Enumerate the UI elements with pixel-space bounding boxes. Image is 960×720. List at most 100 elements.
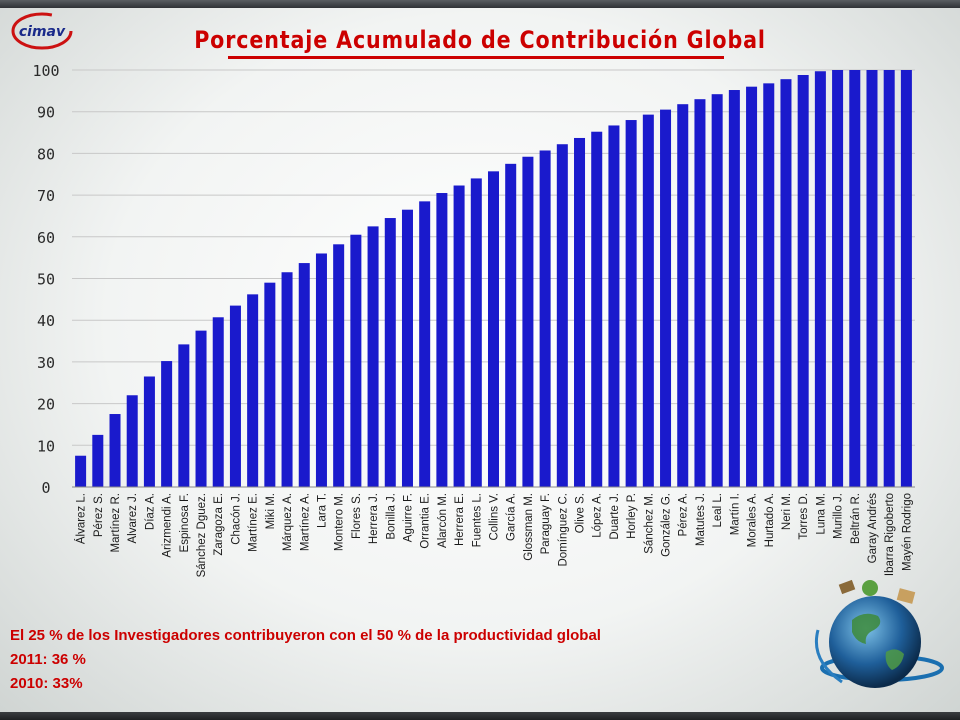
y-tick-label: 40 (37, 312, 55, 330)
x-tick-label: Herrera E. (454, 493, 466, 546)
bar (746, 86, 758, 488)
bar (866, 70, 878, 487)
y-tick-label: 20 (37, 396, 55, 414)
x-tick-label: Flores S. (351, 493, 363, 539)
x-tick-label: González G. (661, 493, 673, 557)
x-tick-label: Martínez A. (299, 493, 311, 551)
bar (178, 344, 190, 487)
bar (143, 376, 155, 487)
bar (487, 171, 500, 487)
bar (333, 244, 345, 487)
x-tick-label: Sánchez Dguez. (196, 493, 208, 577)
x-tick-label: Álvarez L. (75, 493, 88, 544)
y-axis-ticks: 0 10 20 30 40 50 60 70 80 90 100 (32, 62, 59, 497)
x-tick-label: Sánchez M. (643, 493, 655, 554)
x-tick-label: Morales A. (747, 493, 759, 547)
bar (350, 234, 362, 487)
x-tick-label: Horley P. (626, 493, 638, 539)
x-tick-label: Duarte J. (609, 493, 621, 540)
x-tick-label: García A. (506, 493, 518, 541)
x-tick-label: Alvarez J. (127, 493, 139, 544)
bar (419, 201, 431, 488)
bar (109, 414, 121, 487)
x-tick-label: Espinosa F. (179, 493, 191, 552)
x-tick-label: Glossman M. (523, 493, 535, 561)
bar (642, 114, 654, 487)
bar (264, 282, 276, 487)
x-tick-label: Orrantia E. (420, 493, 432, 549)
y-tick-label: 60 (37, 229, 55, 247)
x-tick-label: Ibarra Rigoberto (884, 493, 896, 576)
y-tick-label: 100 (32, 62, 59, 80)
top-bar (0, 0, 960, 8)
x-tick-label: Miki M. (265, 493, 277, 529)
bar (660, 109, 672, 488)
bar (436, 193, 448, 487)
x-tick-label: Mayén Rodrigo (901, 493, 913, 571)
bottom-bar (0, 712, 960, 720)
x-tick-label: Neri M. (781, 493, 793, 530)
y-tick-label: 90 (37, 104, 55, 122)
x-tick-label: Hurtado A. (764, 493, 776, 547)
x-tick-label: Garay Andrés (867, 493, 879, 564)
bar (247, 294, 259, 487)
bar (470, 178, 482, 488)
bar (625, 120, 637, 487)
y-tick-label: 50 (37, 271, 55, 289)
title-underline (228, 56, 724, 59)
note-2011: 2011: 36 % (10, 651, 86, 668)
bar (711, 94, 723, 487)
x-tick-label: Paraguay F. (540, 493, 552, 554)
bar (591, 131, 603, 487)
x-tick-label: Pérez A. (678, 493, 690, 536)
note-2010: 2010: 33% (10, 675, 83, 692)
bar (814, 71, 826, 487)
bars (75, 70, 912, 488)
x-tick-label: Chacón J. (230, 493, 242, 545)
bar (384, 218, 396, 487)
bar (556, 144, 568, 487)
note-summary: El 25 % de los Investigadores contribuye… (10, 627, 601, 644)
x-tick-label: Domínguez C. (557, 493, 569, 567)
x-tick-label: Alarcón M. (437, 493, 449, 548)
x-tick-label: Martínez R. (110, 493, 122, 552)
bar (401, 209, 413, 487)
x-axis-labels: Álvarez L. Pérez S. Martínez R. Alvarez J. D… (75, 493, 914, 578)
bar (315, 253, 327, 487)
y-tick-label: 30 (37, 354, 55, 372)
x-tick-label: Luna M. (815, 493, 827, 535)
bar (832, 70, 844, 487)
bar (574, 137, 586, 487)
x-tick-label: Leal L. (712, 493, 724, 528)
cimav-logo: cimav (11, 12, 73, 50)
x-tick-label: Díaz A. (144, 493, 156, 530)
x-tick-label: Herrera J. (368, 493, 380, 544)
bar (883, 70, 895, 487)
logo-text: cimav (19, 24, 66, 40)
x-tick-label: Aguirre F. (402, 493, 414, 542)
bar (608, 125, 620, 487)
bar (728, 90, 740, 488)
y-tick-label: 80 (37, 145, 55, 163)
bar (780, 79, 792, 487)
bar (539, 150, 551, 487)
x-tick-label: Matutes J. (695, 493, 707, 546)
bar (505, 163, 517, 487)
chart-title: Porcentaje Acumulado de Contribución Glo… (194, 26, 766, 54)
x-tick-label: Arizmendi A. (162, 493, 174, 558)
x-tick-label: Pérez S. (93, 493, 105, 537)
globe-icon (814, 579, 944, 688)
bar (522, 156, 534, 487)
bar (212, 317, 224, 487)
bar (849, 70, 861, 487)
x-tick-label: Zaragoza E. (213, 493, 225, 556)
cumulative-bar-chart: 0 10 20 30 40 50 60 70 80 90 100 Álvarez L. Pérez S… (32, 62, 915, 578)
x-tick-label: López A. (592, 493, 604, 538)
bar (195, 330, 207, 487)
bar (797, 75, 809, 487)
bar (677, 104, 689, 487)
x-tick-label: Lara T. (316, 493, 328, 528)
bar (298, 263, 310, 487)
bar (92, 434, 104, 487)
y-tick-label: 70 (37, 187, 55, 205)
